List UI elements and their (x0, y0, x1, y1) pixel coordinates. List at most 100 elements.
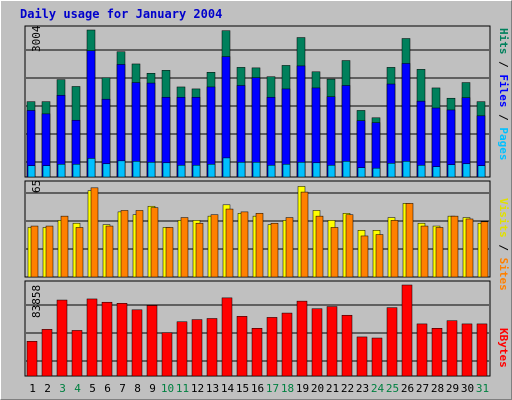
x-tick-label-day-12: 12 (191, 382, 204, 395)
pages-bar-day-18 (282, 164, 291, 178)
x-tick-label-day-26: 26 (401, 382, 414, 395)
legend-hits: Hits (497, 28, 510, 55)
pages-bar-day-29 (447, 164, 456, 178)
kbytes-bar-day-14 (221, 297, 233, 377)
x-tick-label-day-16: 16 (251, 382, 264, 395)
kbytes-bar-day-17 (266, 317, 278, 377)
sites-bar-day-11 (180, 217, 189, 278)
kbytes-bar-day-23 (356, 336, 368, 377)
kbytes-bar-day-27 (416, 323, 428, 377)
sites-bar-day-3 (60, 215, 69, 278)
x-tick-label-day-25: 25 (386, 382, 399, 395)
pages-bar-day-24 (372, 167, 381, 178)
legend-visits: Visits (497, 198, 510, 238)
kbytes-bar-day-11 (176, 321, 188, 377)
kbytes-bar-day-8 (131, 309, 143, 377)
pages-bar-day-1 (27, 165, 36, 178)
files-bar-day-21 (326, 96, 336, 178)
sites-bar-day-31 (480, 221, 489, 278)
x-tick-label-day-30: 30 (461, 382, 474, 395)
pages-bar-day-31 (477, 165, 486, 178)
sites-bar-day-5 (90, 187, 99, 278)
kbytes-bar-day-13 (206, 318, 218, 377)
pages-bar-day-12 (192, 165, 201, 178)
legend-pages: Pages (497, 127, 510, 161)
x-tick-label-day-28: 28 (431, 382, 444, 395)
pages-bar-day-20 (312, 162, 321, 178)
files-bar-day-18 (281, 88, 291, 178)
x-tick-label-day-20: 20 (311, 382, 324, 395)
x-tick-label-day-8: 8 (134, 382, 141, 395)
kbytes-bar-day-22 (341, 314, 353, 377)
sites-bar-day-26 (405, 203, 414, 278)
x-tick-label-day-13: 13 (206, 382, 219, 395)
sites-bar-day-8 (135, 210, 144, 278)
legend-hits-files-pages: Hits / Files / Pages (497, 28, 510, 161)
files-bar-day-7 (116, 64, 126, 178)
sites-bar-day-19 (300, 191, 309, 278)
x-tick-label-day-1: 1 (29, 382, 36, 395)
chart-title: Daily usage for January 2004 (20, 7, 223, 21)
pages-bar-day-16 (252, 162, 261, 178)
kbytes-bar-day-30 (461, 323, 473, 377)
x-tick-label-day-10: 10 (161, 382, 174, 395)
pages-bar-day-6 (102, 163, 111, 178)
kbytes-bar-day-12 (191, 319, 203, 377)
x-tick-label-day-23: 23 (356, 382, 369, 395)
x-tick-label-day-9: 9 (149, 382, 156, 395)
sites-bar-day-18 (285, 217, 294, 278)
sites-bar-day-17 (270, 222, 279, 278)
sites-bar-day-12 (195, 222, 204, 278)
x-tick-label-day-2: 2 (44, 382, 51, 395)
pages-bar-day-30 (462, 163, 471, 178)
pages-bar-day-15 (237, 162, 246, 178)
sites-bar-day-25 (390, 220, 399, 278)
x-tick-label-day-29: 29 (446, 382, 459, 395)
pages-bar-day-17 (267, 165, 276, 178)
x-tick-label-day-6: 6 (104, 382, 111, 395)
kbytes-bar-day-18 (281, 312, 293, 377)
pages-bar-day-14 (222, 157, 231, 178)
sites-bar-day-13 (210, 214, 219, 278)
kbytes-bar-day-29 (446, 320, 458, 377)
visits-panel-ymax-label: 65 (30, 179, 43, 193)
sites-bar-day-14 (225, 208, 234, 278)
pages-bar-day-3 (57, 164, 66, 178)
x-tick-label-day-5: 5 (89, 382, 96, 395)
kbytes-bar-day-9 (146, 305, 158, 377)
pages-bar-day-13 (207, 164, 216, 178)
legend-kbytes-label: KBytes (497, 328, 510, 368)
kbytes-bar-day-26 (401, 284, 413, 377)
files-bar-day-13 (206, 86, 216, 178)
pages-bar-day-10 (162, 162, 171, 178)
kbytes-bar-day-19 (296, 300, 308, 377)
sites-bar-day-7 (120, 210, 129, 278)
pages-bar-day-26 (402, 161, 411, 178)
sites-bar-day-6 (105, 225, 114, 278)
kbytes-bar-day-6 (101, 301, 113, 377)
sites-bar-day-23 (360, 235, 369, 278)
legend-sep-3: / (497, 237, 510, 258)
sites-bar-day-20 (315, 215, 324, 278)
x-tick-label-day-17: 17 (266, 382, 279, 395)
pages-bar-day-28 (432, 166, 441, 178)
kbytes-bar-day-2 (41, 329, 53, 377)
x-tick-label-day-18: 18 (281, 382, 294, 395)
sites-bar-day-10 (165, 227, 174, 278)
x-tick-label-day-3: 3 (59, 382, 66, 395)
pages-bar-day-27 (417, 165, 426, 178)
pages-bar-day-23 (357, 167, 366, 178)
sites-bar-day-28 (435, 227, 444, 278)
x-tick-label-day-19: 19 (296, 382, 309, 395)
x-tick-label-day-24: 24 (371, 382, 385, 395)
sites-bar-day-16 (255, 213, 264, 278)
legend-sep-2: / (497, 107, 510, 128)
sites-bar-day-27 (420, 225, 429, 278)
kbytes-bar-day-4 (71, 330, 83, 377)
sites-bar-day-2 (45, 225, 54, 278)
pages-bar-day-4 (72, 164, 81, 178)
x-tick-label-day-7: 7 (119, 382, 126, 395)
sites-bar-day-4 (75, 227, 84, 278)
sites-bar-day-30 (465, 218, 474, 278)
